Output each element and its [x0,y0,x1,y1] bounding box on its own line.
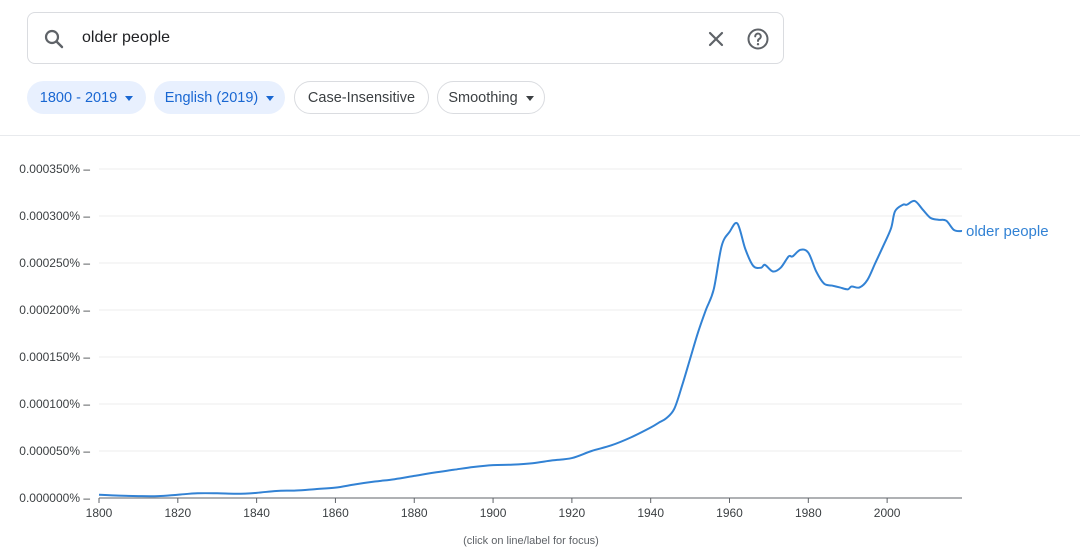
search-box[interactable] [27,12,784,64]
divider [0,135,1080,136]
x-tick-label: 1880 [401,506,428,520]
chevron-down-icon [266,96,275,101]
x-tick-label: 1840 [243,506,270,520]
series-line-older-people[interactable] [98,199,963,498]
x-tick-label: 2000 [874,506,901,520]
series-lines: older people [98,199,1049,498]
y-tick-label: 0.000150% – [19,350,90,364]
case-insensitive-chip[interactable]: Case-Insensitive [294,81,429,114]
y-tick-label: 0.000000% – [19,491,90,505]
ngram-chart: 0.000000% – 0.000050% – 0.000100% – 0.00015… [19,162,1049,520]
smoothing-label: Smoothing [448,89,518,106]
focus-hint: (click on line/label for focus) [463,535,599,547]
search-icon [44,29,64,49]
y-tick-label: 0.000350% – [19,162,90,176]
help-icon[interactable] [746,27,770,51]
chevron-down-icon [525,96,534,101]
corpus-label: English (2019) [164,89,259,106]
search-input[interactable] [82,13,682,63]
chevron-down-icon [125,96,134,101]
case-insensitive-label: Case-Insensitive [307,89,416,106]
y-tick-label: 0.000200% – [19,303,90,317]
x-tick-label: 1920 [559,506,586,520]
x-tick-label: 1940 [637,506,664,520]
close-icon[interactable] [704,27,728,51]
y-tick-label: 0.000300% – [19,209,90,223]
y-axis-ticks: 0.000000% – 0.000050% – 0.000100% – 0.00015… [19,162,90,505]
series-label[interactable]: older people [966,223,1049,240]
x-axis-ticks: 1800 1820 1840 1860 1880 1900 1920 1940 1960 1980… [86,497,962,520]
year-range-label: 1800 - 2019 [39,89,118,106]
x-tick-label: 1860 [322,506,349,520]
x-tick-label: 1820 [164,506,191,520]
y-tick-label: 0.000250% – [19,256,90,270]
x-tick-label: 1800 [86,506,113,520]
year-range-chip[interactable]: 1800 - 2019 [27,81,146,114]
y-tick-label: 0.000050% – [19,444,90,458]
grid-lines [99,168,962,452]
x-tick-label: 1900 [480,506,507,520]
corpus-chip[interactable]: English (2019) [154,81,285,114]
y-tick-label: 0.000100% – [19,397,90,411]
smoothing-chip[interactable]: Smoothing [437,81,545,114]
x-tick-label: 1960 [716,506,743,520]
x-tick-label: 1980 [795,506,822,520]
